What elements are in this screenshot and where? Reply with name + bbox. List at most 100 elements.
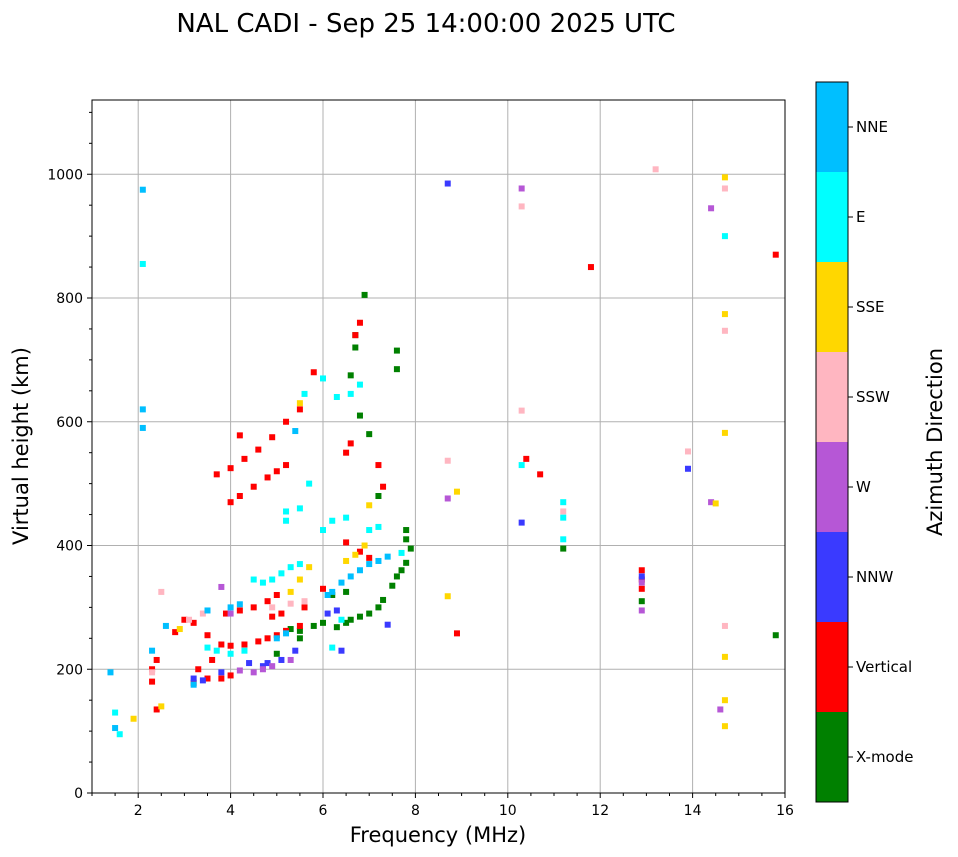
echo-point (638, 579, 645, 586)
y-tick-label: 800 (56, 291, 83, 307)
echo-point (139, 260, 146, 267)
echo-point (241, 647, 248, 654)
echo-point (712, 500, 719, 507)
echo-point (227, 499, 234, 506)
echo-point (283, 517, 290, 524)
echo-point (227, 642, 234, 649)
echo-point (721, 174, 728, 181)
echo-points (107, 166, 779, 738)
echo-point (139, 424, 146, 431)
x-tick-label: 12 (591, 803, 609, 819)
echo-point (523, 455, 530, 462)
echo-point (560, 514, 567, 521)
echo-point (259, 663, 266, 670)
echo-point (638, 567, 645, 574)
echo-point (204, 675, 211, 682)
echo-point (162, 622, 169, 629)
echo-point (407, 545, 414, 552)
echo-point (721, 429, 728, 436)
echo-point (453, 630, 460, 637)
echo-point (278, 656, 285, 663)
echo-point (199, 677, 206, 684)
echo-point (190, 619, 197, 626)
echo-point (255, 446, 262, 453)
echo-point (158, 588, 165, 595)
echo-point (708, 499, 715, 506)
echo-point (361, 542, 368, 549)
echo-point (107, 669, 114, 676)
echo-point (338, 616, 345, 623)
echo-point (227, 604, 234, 611)
series-nne (107, 186, 391, 732)
echo-point (112, 725, 119, 732)
echo-point (366, 527, 373, 534)
echo-point (320, 585, 326, 592)
echo-point (199, 610, 206, 617)
echo-point (195, 666, 202, 673)
echo-point (343, 588, 350, 595)
echo-point (403, 559, 410, 566)
echo-point (333, 624, 340, 631)
echo-point (273, 650, 280, 657)
echo-point (186, 616, 193, 623)
echo-point (684, 465, 691, 472)
echo-point (444, 593, 451, 600)
echo-point (453, 488, 460, 495)
echo-point (721, 653, 728, 660)
echo-point (278, 570, 285, 577)
echo-point (273, 635, 280, 642)
echo-point (301, 390, 308, 397)
y-axis-ticks: 0 200 400 600 800 1000 (47, 111, 92, 802)
echo-point (380, 483, 387, 490)
echo-point (721, 233, 728, 240)
echo-point (139, 186, 146, 193)
echo-point (153, 706, 160, 713)
series-sse (130, 174, 728, 730)
echo-point (347, 372, 354, 379)
echo-point (518, 407, 525, 414)
series-e (112, 233, 728, 738)
echo-point (259, 666, 266, 673)
echo-point (264, 660, 271, 667)
echo-point (273, 632, 280, 639)
echo-point (721, 723, 728, 730)
colorbar-label: Vertical (856, 658, 912, 676)
echo-point (638, 607, 645, 614)
echo-point (287, 588, 294, 595)
echo-point (236, 493, 243, 499)
echo-point (236, 667, 243, 674)
colorbar-segment (816, 82, 848, 172)
echo-point (333, 394, 340, 400)
y-tick-label: 0 (74, 786, 83, 802)
x-tick-label: 6 (319, 803, 328, 819)
y-tick-label: 400 (56, 539, 83, 555)
colorbar-segment (816, 532, 848, 622)
echo-point (772, 251, 779, 258)
echo-point (343, 557, 350, 564)
echo-point (310, 622, 317, 629)
echo-point (158, 703, 165, 710)
echo-point (236, 607, 243, 614)
echo-point (375, 604, 382, 611)
echo-point (393, 573, 400, 580)
echo-point (352, 332, 359, 339)
echo-point (116, 731, 123, 738)
colorbar-segment (816, 442, 848, 532)
echo-point (375, 462, 382, 469)
grid-lines (92, 100, 786, 794)
colorbar-label: E (856, 208, 865, 226)
echo-point (259, 579, 266, 586)
echo-point (587, 264, 594, 271)
series-nnw (190, 180, 691, 684)
colorbar-label: SSE (856, 298, 885, 316)
echo-point (246, 660, 253, 667)
y-axis-label: Virtual height (km) (9, 347, 33, 545)
echo-point (444, 180, 451, 187)
plot-frame (91, 99, 786, 794)
echo-point (717, 706, 724, 713)
echo-point (204, 607, 211, 614)
echo-point (287, 626, 294, 633)
echo-point (403, 536, 410, 543)
echo-point (287, 656, 294, 663)
echo-point (222, 610, 229, 617)
